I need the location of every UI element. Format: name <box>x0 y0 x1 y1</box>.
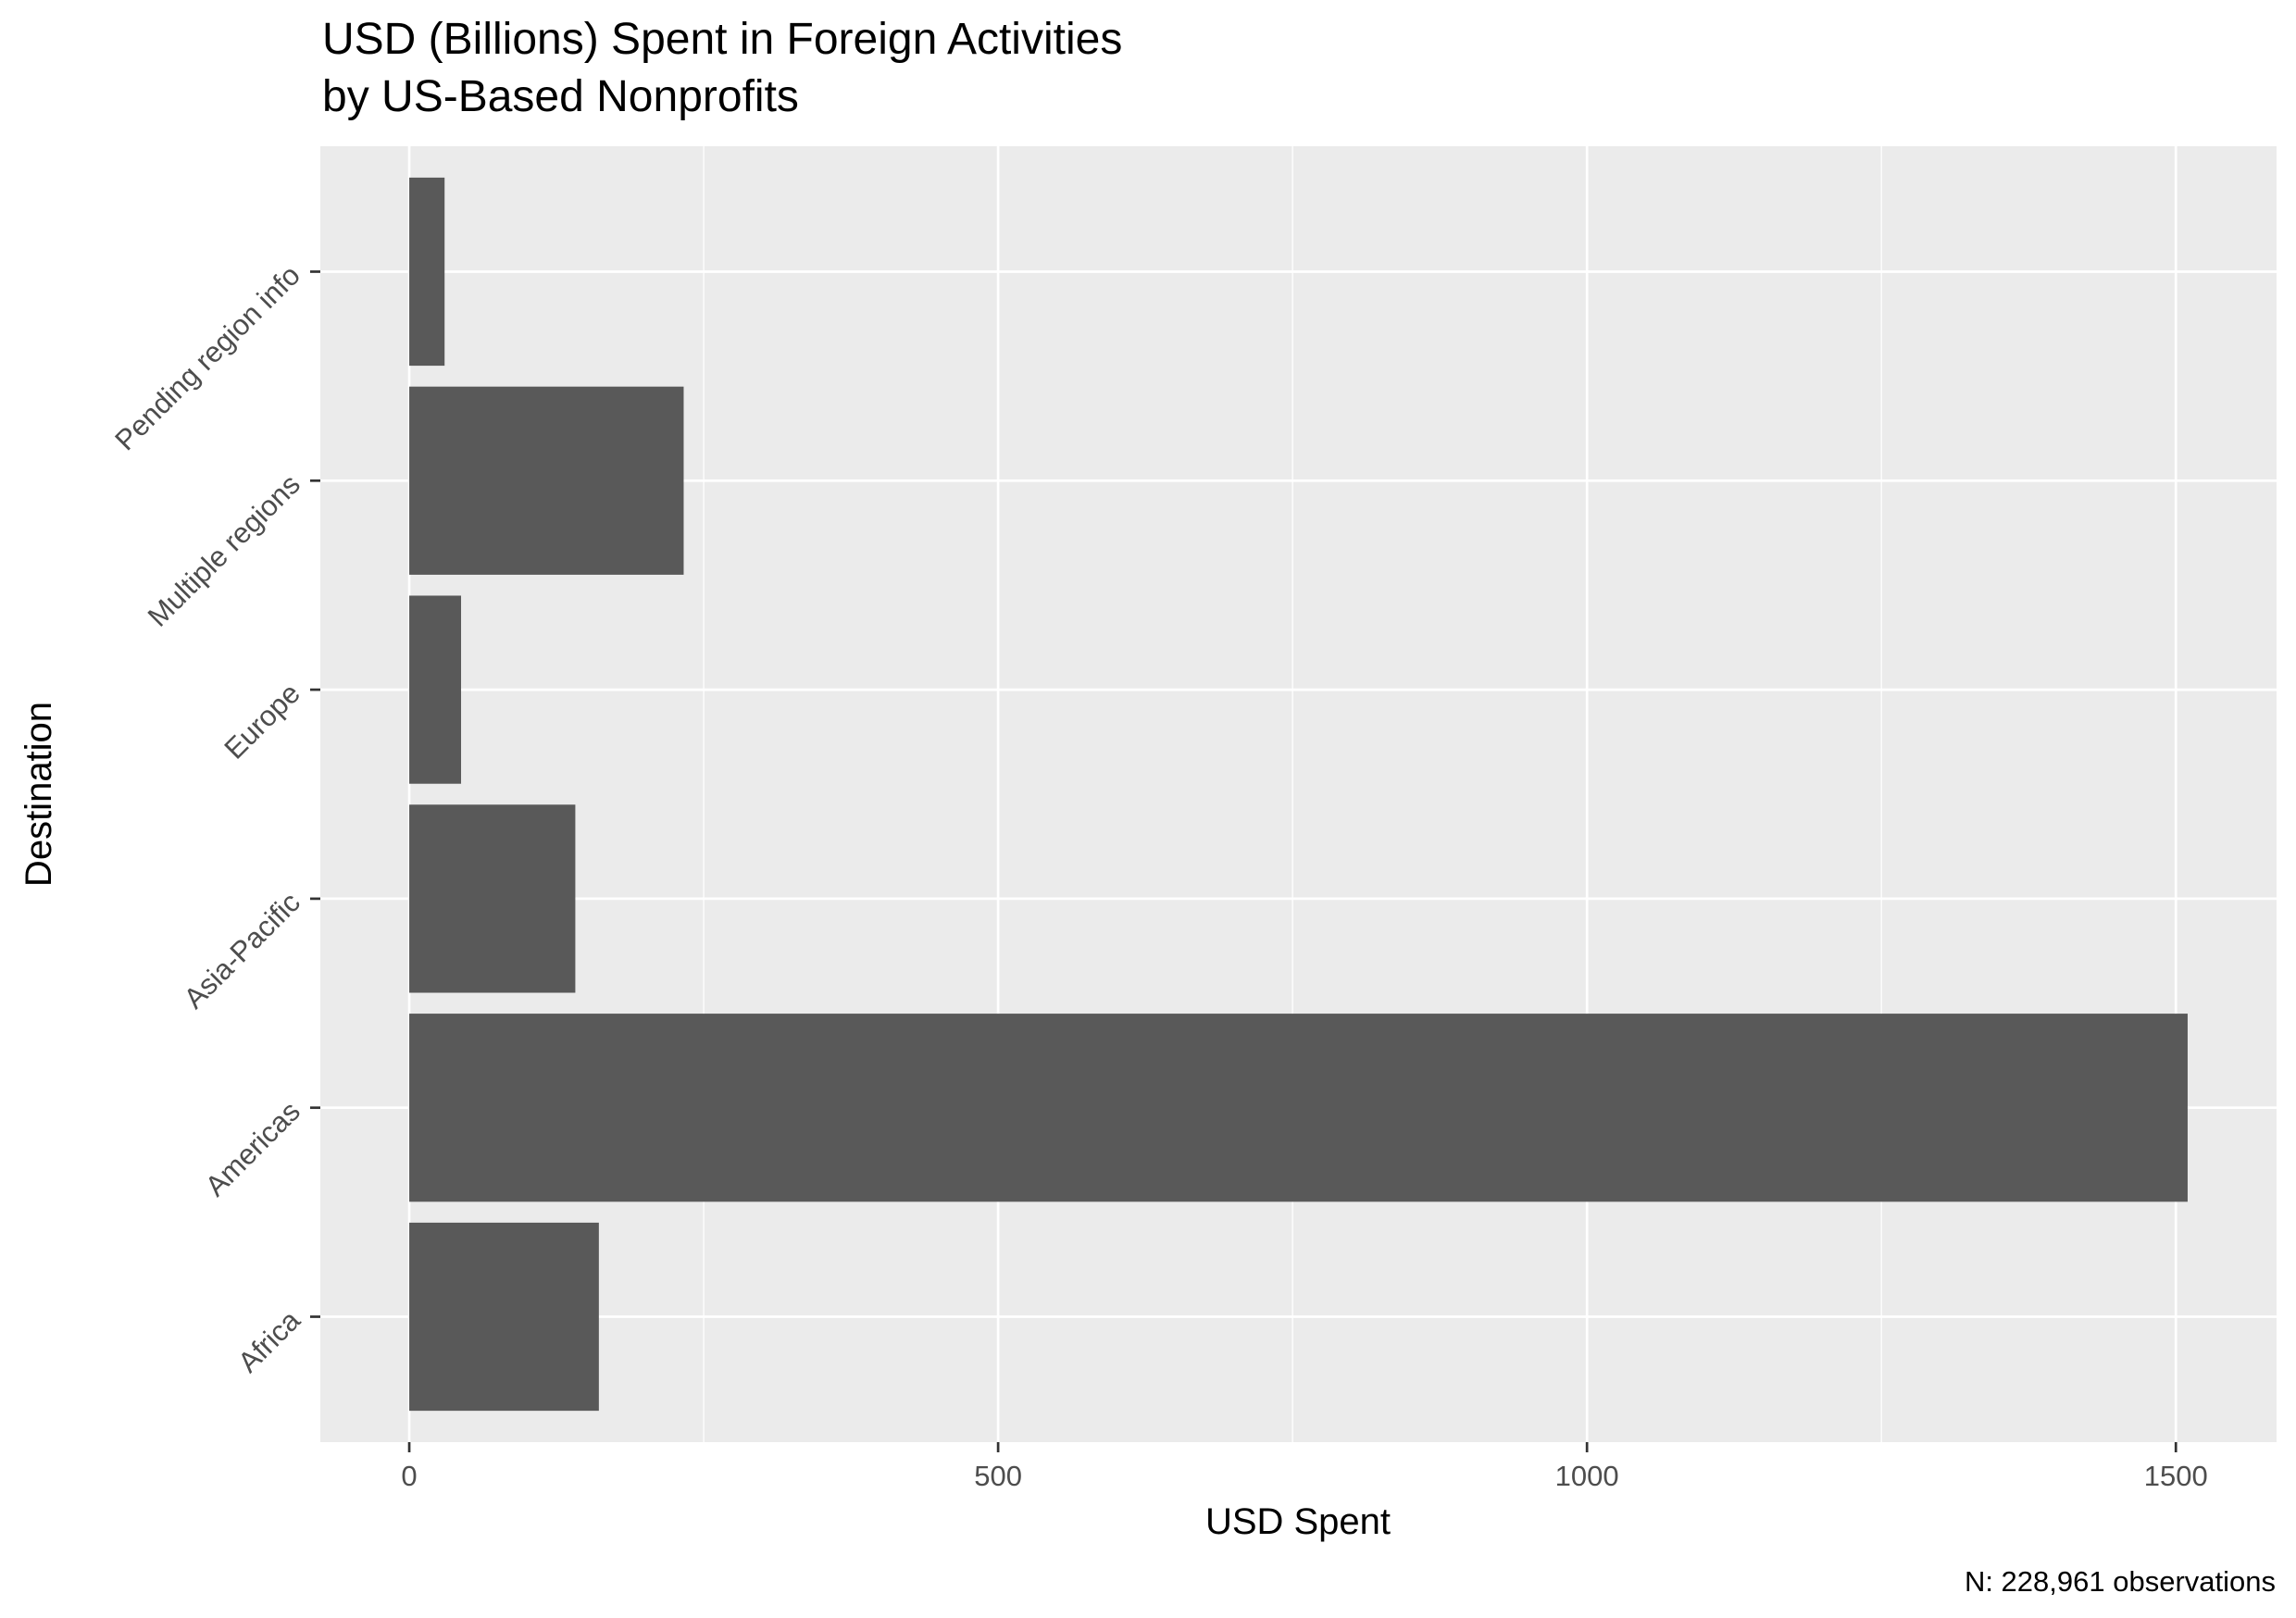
y-tick-label: Africa <box>231 1303 306 1378</box>
chart-title: USD (Billions) Spent in Foreign Activiti… <box>322 15 1122 64</box>
x-axis-title: USD Spent <box>1205 1501 1391 1542</box>
y-tick-label: Pending region info <box>108 259 306 457</box>
x-axis: 0 500 1000 1500 <box>401 1442 2208 1492</box>
plot-panel <box>320 146 2277 1442</box>
y-tick-label: Asia-Pacific <box>178 886 306 1014</box>
bar <box>409 595 462 784</box>
grid-minor <box>703 146 1882 1442</box>
x-tick-label: 0 <box>401 1460 417 1492</box>
bars <box>409 177 2188 1412</box>
x-tick-label: 1000 <box>1555 1460 1619 1492</box>
y-tick-label: Multiple regions <box>142 467 306 632</box>
y-axis: Africa Americas Asia-Pacific Europe Multiple… <box>108 259 320 1379</box>
y-tick-label: Europe <box>218 677 306 765</box>
bar <box>409 804 576 993</box>
chart-caption: N: 228,961 observations <box>1965 1565 2276 1598</box>
y-axis-title: Destination <box>19 702 59 887</box>
x-tick-label: 500 <box>974 1460 1022 1492</box>
bar <box>409 386 684 575</box>
bar <box>409 177 445 367</box>
chart-subtitle: by US-Based Nonprofits <box>322 72 799 121</box>
bar <box>409 1014 2188 1202</box>
y-tick-label: Americas <box>199 1095 306 1202</box>
x-tick-label: 1500 <box>2144 1460 2208 1492</box>
bar <box>409 1222 599 1412</box>
